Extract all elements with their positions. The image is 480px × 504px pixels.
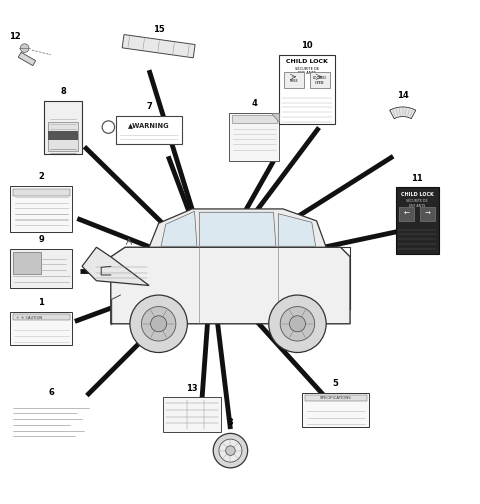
FancyBboxPatch shape bbox=[12, 314, 70, 321]
Polygon shape bbox=[390, 107, 416, 118]
FancyBboxPatch shape bbox=[163, 398, 221, 432]
FancyBboxPatch shape bbox=[13, 252, 41, 274]
Text: 15: 15 bbox=[153, 25, 165, 34]
Circle shape bbox=[269, 295, 326, 352]
Text: CHILD LOCK: CHILD LOCK bbox=[286, 59, 328, 65]
Text: FREE: FREE bbox=[290, 79, 299, 83]
FancyBboxPatch shape bbox=[48, 131, 78, 140]
FancyBboxPatch shape bbox=[10, 186, 72, 232]
FancyBboxPatch shape bbox=[420, 207, 435, 221]
FancyBboxPatch shape bbox=[399, 207, 414, 221]
Text: ▲WARNING: ▲WARNING bbox=[128, 122, 170, 128]
FancyBboxPatch shape bbox=[229, 113, 279, 161]
Polygon shape bbox=[161, 211, 197, 246]
Circle shape bbox=[280, 306, 315, 341]
Text: 6: 6 bbox=[48, 388, 54, 397]
FancyBboxPatch shape bbox=[122, 35, 195, 58]
Text: 3: 3 bbox=[228, 418, 233, 427]
Text: 2: 2 bbox=[38, 172, 44, 181]
FancyBboxPatch shape bbox=[232, 115, 277, 123]
FancyBboxPatch shape bbox=[284, 72, 304, 88]
Text: ←: ← bbox=[404, 211, 409, 217]
Polygon shape bbox=[82, 247, 149, 285]
Circle shape bbox=[226, 446, 235, 456]
Text: 7: 7 bbox=[146, 102, 152, 111]
Circle shape bbox=[130, 295, 187, 352]
Text: SÉCURITE DE
ENF ANTS: SÉCURITE DE ENF ANTS bbox=[295, 67, 319, 76]
Circle shape bbox=[219, 439, 242, 462]
FancyBboxPatch shape bbox=[302, 393, 369, 427]
FancyBboxPatch shape bbox=[10, 249, 72, 288]
Text: 11: 11 bbox=[411, 173, 423, 182]
FancyBboxPatch shape bbox=[48, 122, 78, 151]
Text: SÉCURITE DE
ENF ANTS: SÉCURITE DE ENF ANTS bbox=[407, 199, 428, 208]
Text: 14: 14 bbox=[397, 91, 408, 100]
Text: 4: 4 bbox=[252, 99, 257, 108]
Circle shape bbox=[20, 44, 29, 52]
Text: 9: 9 bbox=[38, 235, 44, 244]
Text: 13: 13 bbox=[186, 384, 198, 393]
Text: LOCKED
OPEN: LOCKED OPEN bbox=[313, 77, 327, 85]
Text: © ® CAUTION: © ® CAUTION bbox=[16, 316, 42, 320]
Polygon shape bbox=[111, 247, 350, 324]
Polygon shape bbox=[271, 113, 279, 122]
Text: →: → bbox=[425, 211, 431, 217]
Polygon shape bbox=[278, 214, 316, 246]
Circle shape bbox=[151, 316, 167, 332]
FancyBboxPatch shape bbox=[279, 54, 335, 124]
Text: 1: 1 bbox=[38, 298, 44, 307]
FancyBboxPatch shape bbox=[310, 72, 330, 88]
Circle shape bbox=[289, 316, 305, 332]
FancyBboxPatch shape bbox=[44, 101, 82, 154]
FancyBboxPatch shape bbox=[10, 312, 72, 345]
Text: CHILD LOCK: CHILD LOCK bbox=[401, 192, 433, 197]
Text: 5: 5 bbox=[333, 379, 339, 388]
Text: SPECIFICATIONS: SPECIFICATIONS bbox=[320, 397, 351, 401]
FancyBboxPatch shape bbox=[116, 116, 182, 144]
FancyBboxPatch shape bbox=[396, 187, 439, 255]
Text: 10: 10 bbox=[301, 41, 313, 50]
Polygon shape bbox=[149, 209, 326, 247]
Text: 12: 12 bbox=[9, 32, 21, 41]
Polygon shape bbox=[199, 212, 276, 246]
Circle shape bbox=[142, 306, 176, 341]
Text: 8: 8 bbox=[60, 88, 66, 96]
FancyBboxPatch shape bbox=[305, 395, 367, 401]
Circle shape bbox=[213, 433, 248, 468]
FancyBboxPatch shape bbox=[18, 52, 36, 66]
FancyBboxPatch shape bbox=[12, 188, 70, 196]
